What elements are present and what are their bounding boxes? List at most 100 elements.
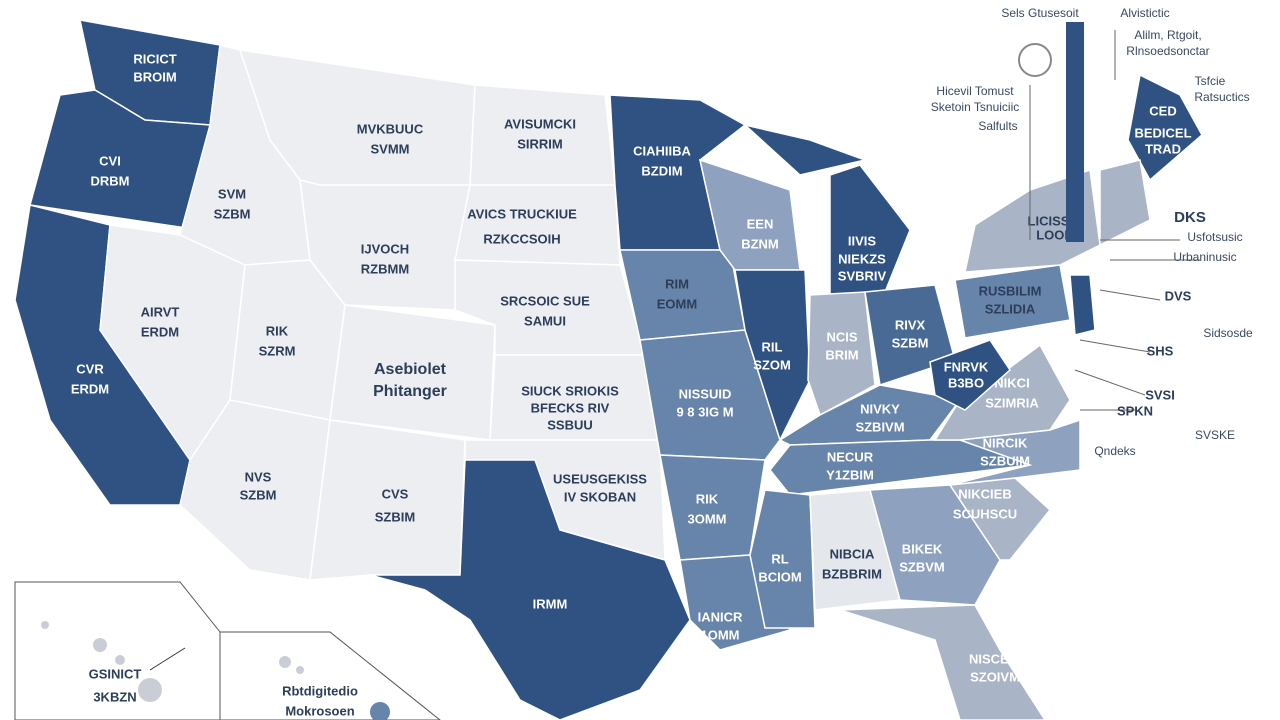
state-label: NISSUID <box>679 386 732 401</box>
annotation: Qndeks <box>1094 444 1135 458</box>
state-label: SIRRIM <box>517 136 563 151</box>
state-label: Phitanger <box>373 383 447 400</box>
state-label: ERDM <box>141 324 179 339</box>
state-label: RIM <box>665 276 689 291</box>
annotation: Rlnsoedsonctar <box>1126 44 1209 58</box>
state-label: CED <box>1149 103 1176 118</box>
annotation: Sidsosde <box>1203 326 1253 340</box>
state-label: RIVX <box>895 317 926 332</box>
state-label: RIK <box>696 491 719 506</box>
state: SRCSOIC SUE SAMUI <box>454 259 646 356</box>
decor-bar <box>1066 22 1084 242</box>
state-label: CVI <box>99 153 121 168</box>
state: RIM EOMM <box>619 249 746 341</box>
state-label: SVBRIV <box>838 268 887 283</box>
state-shape <box>839 604 1046 720</box>
state-shape <box>929 339 1011 411</box>
state-label: CVR <box>76 361 104 376</box>
state: NIRCIK SZBUIM <box>949 418 1081 486</box>
state-shape <box>619 249 746 341</box>
state-label: BCIOM <box>758 569 801 584</box>
state-label: ERDM <box>71 381 109 396</box>
state-label: NIKCIEB <box>958 486 1011 501</box>
state-label: RICICT <box>133 51 176 66</box>
annotation: SVSKE <box>1195 428 1235 442</box>
state-label: IJVOCH <box>361 241 409 256</box>
annotations: Sels Gtusesoit Alvistictic Alilm, Rtgoit… <box>931 6 1253 458</box>
annotation: SHS <box>1147 343 1174 358</box>
state-label: SZBUIM <box>980 453 1030 468</box>
state: NIVKY SZBIVM <box>778 384 962 446</box>
state-label: RIL <box>762 339 783 354</box>
annotation: Alvistictic <box>1120 6 1169 20</box>
annotation: Usfotsusic <box>1187 230 1242 244</box>
inset-label: Mokrosoen <box>285 703 354 718</box>
inset-label: GSINICT <box>89 666 142 681</box>
state-shape <box>1127 73 1203 182</box>
state: RL BCIOM <box>749 489 816 629</box>
state-label: SVMM <box>371 141 410 156</box>
state-label: IV SKOBAN <box>564 489 636 504</box>
state-label: SSBUU <box>547 417 593 432</box>
state-label: BZBBRIM <box>822 566 882 581</box>
state-shape <box>742 123 868 176</box>
state-label: 1OMM <box>701 627 740 642</box>
inset-frame <box>219 631 441 720</box>
state-label: NISCEIS <box>969 651 1021 666</box>
state-label: CVS <box>382 486 409 501</box>
state-label: RL <box>771 551 788 566</box>
state-label: BZDIM <box>641 163 682 178</box>
state-label: SVM <box>218 186 246 201</box>
state-label: AVISUMCKI <box>504 116 576 131</box>
state-label: SZBM <box>240 487 277 502</box>
annotation: Salfults <box>978 119 1017 133</box>
state-label: TRAD <box>1145 141 1181 156</box>
state: IIVIS NIEKZS SVBRIV <box>742 123 911 296</box>
state-label: NVS <box>245 469 272 484</box>
state-label: BROIM <box>133 69 176 84</box>
annotation: Sels Gtusesoit <box>1001 6 1079 20</box>
state-label: SZRM <box>259 343 296 358</box>
state-label: IIVIS <box>848 233 877 248</box>
state-label: SAMUI <box>524 313 566 328</box>
state: RIVX SZBM <box>864 284 956 386</box>
state-label: SZBM <box>892 335 929 350</box>
state: NCIS BRIM <box>807 291 876 417</box>
state-label: Y1ZBIM <box>826 467 874 482</box>
state-shape <box>1069 274 1096 336</box>
annotation: Ratsuctics <box>1194 90 1249 104</box>
state-label: IRMM <box>533 596 568 611</box>
state-label: NECUR <box>827 449 874 464</box>
state: MVKBUUC SVMM <box>238 49 476 186</box>
leader <box>149 647 186 671</box>
state-label: BZNM <box>741 236 779 251</box>
state-label: RUSBILIM <box>979 283 1042 298</box>
state-label: SZBIM <box>375 509 415 524</box>
state: RIK 3OMM <box>659 454 766 561</box>
state-label: SZBVM <box>899 559 945 574</box>
state-label: BIKEK <box>902 541 943 556</box>
annotation: Tsfcie <box>1195 74 1226 88</box>
state: RIL SZOM <box>734 269 811 442</box>
state-label: RZKCCSOIH <box>483 231 560 246</box>
state-label: BRIM <box>825 347 858 362</box>
state-label: FNRVK <box>944 359 989 374</box>
seal <box>1018 43 1052 77</box>
annotation: Alilm, Rtgoit, <box>1134 28 1201 42</box>
state-shape <box>734 269 811 442</box>
state-label: MVKBUUC <box>357 121 424 136</box>
state-shape <box>829 164 911 296</box>
state-label: EEN <box>747 216 774 231</box>
state-label: BFECKS RIV <box>531 400 610 415</box>
state-label: IANICR <box>698 609 743 624</box>
state-label: SZOIVM <box>970 669 1020 684</box>
inset-frame <box>14 581 221 720</box>
state-label: EOMM <box>657 296 697 311</box>
state: NIKCI SZIMRIA <box>933 343 1071 441</box>
state-label: DRBM <box>91 173 130 188</box>
state-label: SZLIDIA <box>985 301 1036 316</box>
states: RICICT BROIM CVI DRBM CVR ERDM SVM SZBM MVKB… <box>14 19 1203 720</box>
state-label: Asebiolet <box>374 361 447 378</box>
state-label: NCIS <box>826 329 857 344</box>
state <box>1099 159 1151 247</box>
